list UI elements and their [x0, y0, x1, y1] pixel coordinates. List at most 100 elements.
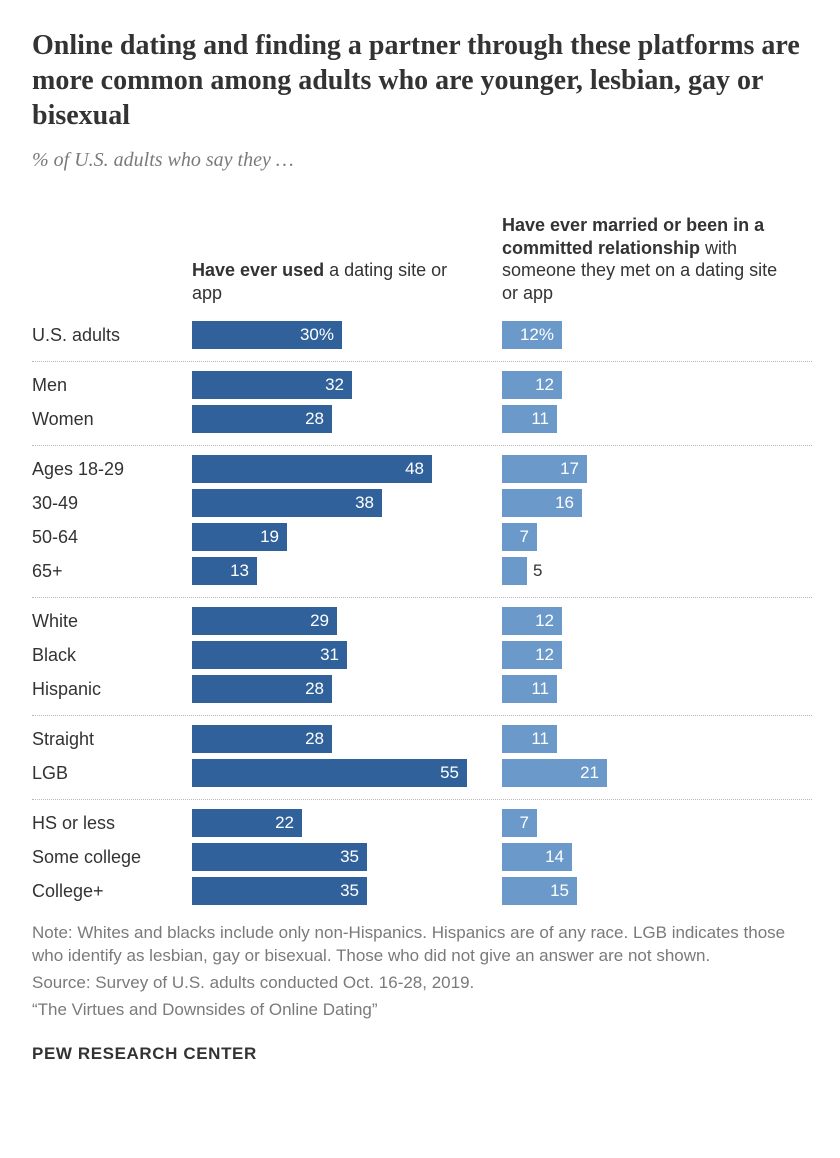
bar: 11 — [502, 725, 557, 753]
bar-value: 7 — [520, 813, 529, 833]
chart-subtitle: % of U.S. adults who say they … — [32, 149, 808, 172]
bar-cell: 30% — [192, 318, 502, 352]
bar: 30% — [192, 321, 342, 349]
bar-value: 15 — [550, 881, 569, 901]
row-label: Hispanic — [32, 672, 192, 706]
bar-cell: 32 — [192, 368, 502, 402]
bar-value: 19 — [260, 527, 279, 547]
bar-value: 35 — [340, 881, 359, 901]
bar: 16 — [502, 489, 582, 517]
bar-value: 29 — [310, 611, 329, 631]
bar-value: 12 — [535, 645, 554, 665]
bar-value: 30% — [300, 325, 334, 345]
bar-cell: 16 — [502, 486, 812, 520]
bar: 31 — [192, 641, 347, 669]
bar-value: 21 — [580, 763, 599, 783]
chart-source: Source: Survey of U.S. adults conducted … — [32, 972, 808, 995]
bar-cell: 17 — [502, 452, 812, 486]
row-label: HS or less — [32, 806, 192, 840]
bar-value: 12 — [535, 611, 554, 631]
bar: 38 — [192, 489, 382, 517]
bar-cell: 22 — [192, 806, 502, 840]
bar-value: 55 — [440, 763, 459, 783]
bar: 22 — [192, 809, 302, 837]
bar-value: 11 — [531, 729, 549, 749]
bar-cell: 35 — [192, 840, 502, 874]
bar-value: 28 — [305, 409, 324, 429]
bar-value: 11 — [531, 679, 549, 699]
group-separator — [32, 790, 812, 800]
bar: 28 — [192, 725, 332, 753]
column-header-1: Have ever married or been in a committed… — [502, 198, 812, 318]
bar: 11 — [502, 675, 557, 703]
group-separator — [32, 706, 812, 716]
bar-cell: 12% — [502, 318, 812, 352]
bar-cell: 19 — [192, 520, 502, 554]
bar: 12 — [502, 607, 562, 635]
chart-note: Note: Whites and blacks include only non… — [32, 922, 808, 968]
bar-cell: 55 — [192, 756, 502, 790]
bar: 55 — [192, 759, 467, 787]
bar-cell: 5 — [502, 554, 812, 588]
chart-report-title: “The Virtues and Downsides of Online Dat… — [32, 999, 808, 1022]
bar: 32 — [192, 371, 352, 399]
bar-cell: 21 — [502, 756, 812, 790]
bar-cell: 28 — [192, 672, 502, 706]
row-label: 65+ — [32, 554, 192, 588]
row-label: 50-64 — [32, 520, 192, 554]
chart-title: Online dating and finding a partner thro… — [32, 28, 808, 133]
bar-value: 12% — [520, 325, 554, 345]
bar: 19 — [192, 523, 287, 551]
column-header-0: Have ever used a dating site or app — [192, 198, 502, 318]
bar: 15 — [502, 877, 577, 905]
bar-cell: 14 — [502, 840, 812, 874]
bar: 28 — [192, 675, 332, 703]
row-label: Ages 18-29 — [32, 452, 192, 486]
bar-value: 28 — [305, 729, 324, 749]
bar: 12 — [502, 371, 562, 399]
bar-value: 28 — [305, 679, 324, 699]
bar-cell: 48 — [192, 452, 502, 486]
row-label: Women — [32, 402, 192, 436]
bar-value: 22 — [275, 813, 294, 833]
row-label: 30-49 — [32, 486, 192, 520]
group-separator — [32, 352, 812, 362]
bar-value: 31 — [320, 645, 339, 665]
bar-cell: 28 — [192, 402, 502, 436]
bar-value: 11 — [531, 409, 549, 429]
bar: 12 — [502, 641, 562, 669]
bar-value: 38 — [355, 493, 374, 513]
bar-value: 35 — [340, 847, 359, 867]
bar: 13 — [192, 557, 257, 585]
bar: 7 — [502, 523, 537, 551]
bar-cell: 13 — [192, 554, 502, 588]
bar-cell: 11 — [502, 672, 812, 706]
bar-cell: 11 — [502, 722, 812, 756]
bar-cell: 12 — [502, 368, 812, 402]
bar: 28 — [192, 405, 332, 433]
row-label: Some college — [32, 840, 192, 874]
row-label: White — [32, 604, 192, 638]
row-label: U.S. adults — [32, 318, 192, 352]
bar: 48 — [192, 455, 432, 483]
bar-value: 16 — [555, 493, 574, 513]
header-spacer — [32, 198, 192, 318]
bar-value: 17 — [560, 459, 579, 479]
bar-cell: 7 — [502, 520, 812, 554]
bar-value: 5 — [527, 561, 542, 581]
bar: 17 — [502, 455, 587, 483]
group-separator — [32, 588, 812, 598]
bar: 12% — [502, 321, 562, 349]
bar-cell: 38 — [192, 486, 502, 520]
bar-cell: 35 — [192, 874, 502, 908]
bar: 14 — [502, 843, 572, 871]
bar: 7 — [502, 809, 537, 837]
row-label: Straight — [32, 722, 192, 756]
bar-value: 12 — [535, 375, 554, 395]
bar: 35 — [192, 877, 367, 905]
bar-value: 13 — [230, 561, 249, 581]
bar-cell: 29 — [192, 604, 502, 638]
bar-cell: 15 — [502, 874, 812, 908]
bar-cell: 12 — [502, 604, 812, 638]
column-header-bold: Have ever used — [192, 260, 324, 280]
